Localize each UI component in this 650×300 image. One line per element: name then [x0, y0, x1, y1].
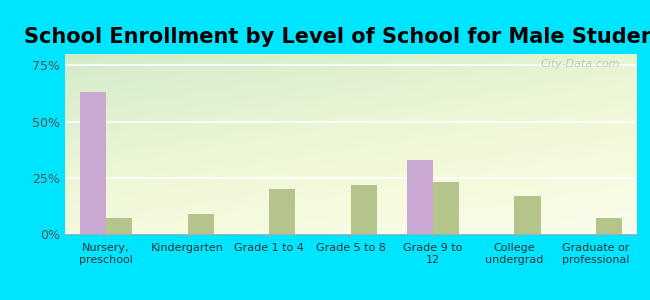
Title: School Enrollment by Level of School for Male Students: School Enrollment by Level of School for… [24, 27, 650, 47]
Bar [106, 218, 132, 234]
Bar [596, 218, 622, 234]
Bar [269, 189, 296, 234]
Bar [433, 182, 459, 234]
Bar [80, 92, 106, 234]
Bar [188, 214, 214, 234]
Bar [514, 196, 541, 234]
Text: City-Data.com: City-Data.com [540, 59, 620, 69]
Bar [351, 184, 377, 234]
Bar [406, 160, 433, 234]
